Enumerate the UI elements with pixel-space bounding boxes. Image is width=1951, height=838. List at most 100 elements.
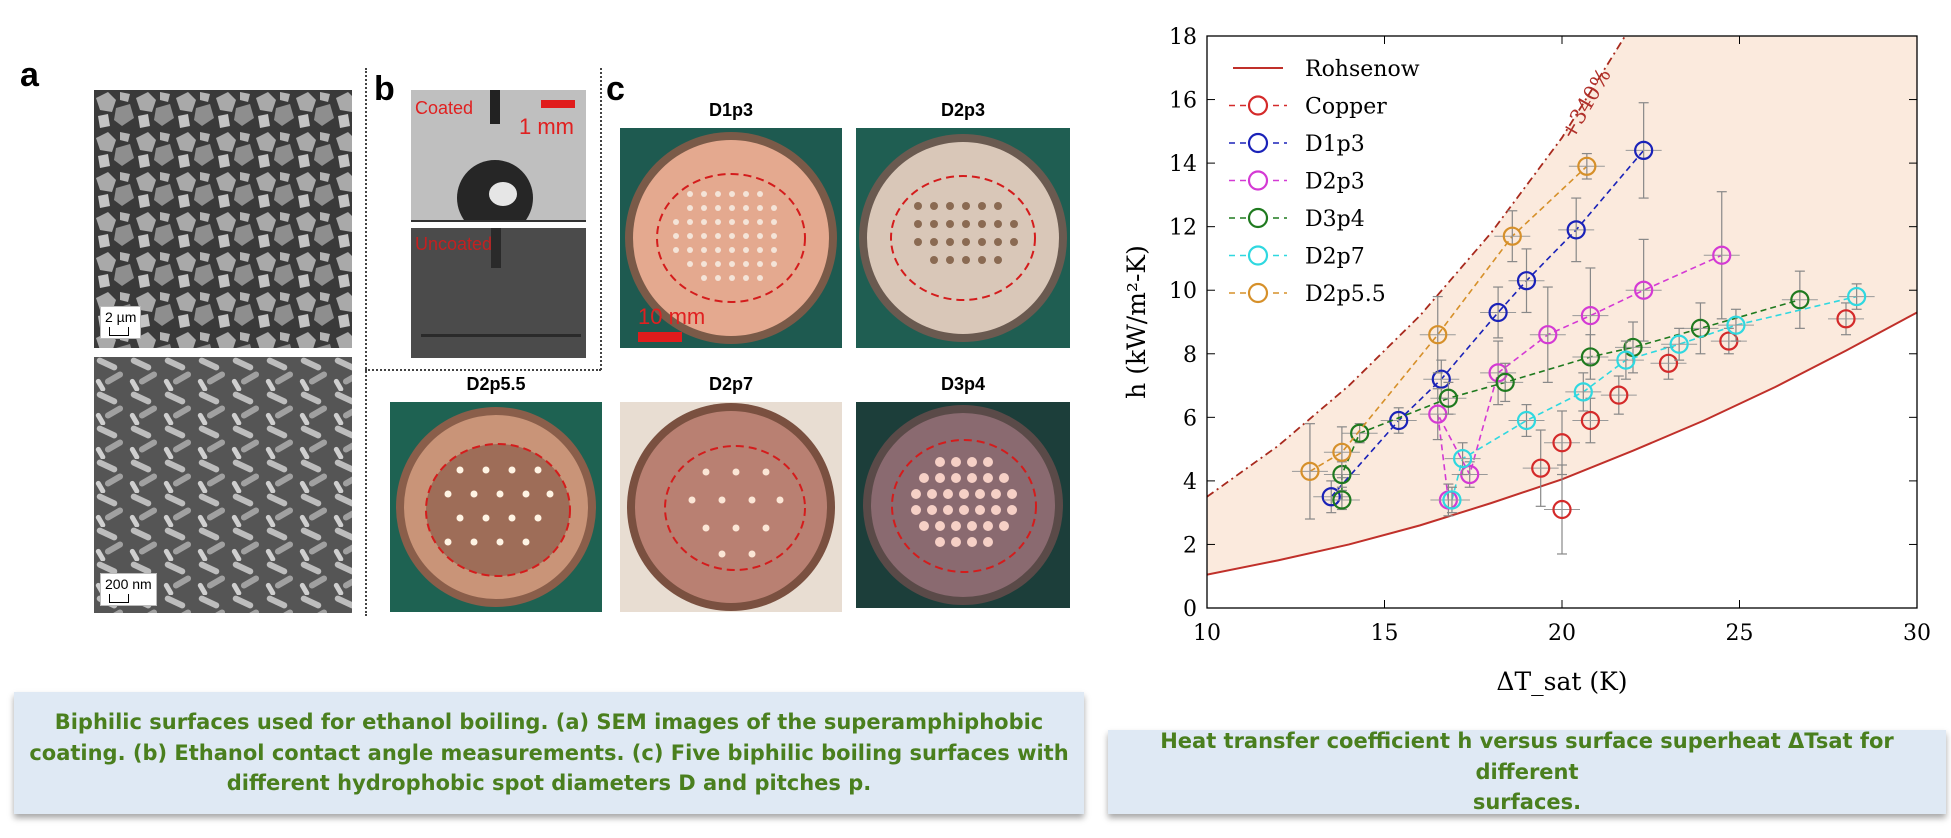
legend-swatch-marker [1247,132,1269,154]
series-copper [1522,302,1864,555]
panel-a-letter: a [20,56,39,94]
data-point [1321,487,1341,507]
surface-title-d3p4: D3p4 [940,374,985,394]
scale-label-10mm: 10 mm [638,304,706,329]
legend-label: Copper [1305,95,1387,120]
y-tick-label: 2 [1183,533,1197,558]
legend-swatch-marker [1247,207,1269,229]
legend-label: D2p3 [1305,170,1365,195]
legend-label: D3p4 [1305,207,1365,232]
y-tick-label: 12 [1169,216,1197,241]
y-tick-label: 8 [1183,343,1197,368]
sem-scale-label: 2 µm [105,309,137,325]
left-caption-line-3: different hydrophobic spot diameters D a… [226,771,872,796]
right-caption: Heat transfer coefficient h versus surfa… [1108,729,1946,814]
scale-label-1mm: 1 mm [519,114,574,139]
data-point [1350,423,1370,443]
data-point [1502,226,1522,246]
data-point [1495,372,1515,392]
legend-swatch-marker [1247,95,1269,116]
sem-image-nanoscale: 200 nm [94,357,352,613]
series-d2p5-5 [1291,152,1605,520]
data-point [1669,334,1689,354]
x-tick-label: 15 [1371,621,1399,646]
surface-title-d2p7: D2p7 [708,374,753,394]
data-point [1431,369,1451,389]
data-point [1438,388,1458,408]
data-point [1442,490,1462,510]
y-tick-label: 18 [1169,25,1197,50]
x-tick-label: 10 [1193,621,1221,646]
data-point [1538,325,1558,345]
legend-item-d3p4: D3p4 [1229,207,1365,232]
surface-photo-d1p3: 10 mm [620,128,842,348]
y-axis-label: h (kW/m²-K) [1125,245,1151,399]
separator-b-bottom [365,369,601,371]
legend-swatch-marker [1247,170,1269,191]
legend-swatch-marker [1247,282,1269,304]
data-point [1332,442,1352,462]
contact-angle-uncoated-image: Uncoated [411,228,586,358]
legend-label: Rohsenow [1305,57,1420,82]
data-point [1516,410,1537,431]
data-point [1616,350,1636,370]
data-point [1332,490,1352,510]
uncoated-label: Uncoated [415,234,493,254]
y-tick-label: 4 [1183,470,1197,495]
y-tick-label: 6 [1183,406,1197,431]
left-caption-line-1: Biphilic surfaces used for ethanol boili… [54,710,1044,735]
panel-c-letter: c [606,70,625,108]
data-point [1566,220,1586,240]
surface-photo-d3p4 [856,402,1070,608]
surface-photo-d2p5-5 [390,402,602,612]
data-point [1516,271,1537,291]
data-point [1300,461,1320,481]
separator-a-b [365,68,367,616]
series-d1p3 [1313,102,1662,514]
shaded-region [1207,36,1917,575]
data-point [1712,245,1732,265]
legend-item-d2p3: D2p3 [1229,170,1365,195]
legend-item-d2p7: D2p7 [1229,245,1365,270]
data-point [1552,499,1572,520]
panel-b-letter: b [374,70,395,108]
data-point [1577,156,1597,176]
surface-photo-d2p7 [620,402,842,612]
y-tick-label: 16 [1169,89,1197,114]
x-tick-label: 20 [1548,621,1576,646]
data-point [1580,410,1600,431]
legend-item-d2p5-5: D2p5.5 [1229,282,1386,307]
sem-image-microscale: 2 µm [94,90,352,348]
data-point [1609,385,1629,405]
surface-photo-d2p3 [856,128,1070,348]
separator-b-c [600,68,602,370]
sem-scalebar-2um: 2 µm [100,306,142,339]
series-line [1451,295,1857,501]
data-point [1847,286,1867,307]
series-line [1436,254,1723,501]
data-point [1836,309,1856,329]
data-point [1488,302,1508,323]
legend-swatch-marker [1247,245,1269,266]
data-point [1726,315,1746,335]
legend-item-rohsenow: Rohsenow [1233,57,1420,82]
surface-title-d1p3: D1p3 [708,100,753,120]
data-point [1634,280,1654,300]
surface-title-d2p5-5: D2p5.5 [466,374,526,394]
contact-angle-coated-image: Coated 1 mm [411,90,586,222]
legend-item-d1p3: D1p3 [1229,132,1365,157]
data-point [1634,140,1654,160]
data-point [1531,458,1551,478]
scale-bar-1mm [541,100,575,108]
series-d3p4 [1323,270,1818,511]
sem-scale-label: 200 nm [105,576,152,592]
x-tick-label: 30 [1903,621,1931,646]
data-point [1428,325,1448,345]
y-tick-label: 10 [1169,279,1197,304]
y-tick-label: 0 [1183,597,1197,622]
data-point [1580,347,1600,367]
surface-title-d2p3: D2p3 [940,100,985,120]
left-caption-line-2: coating. (b) Ethanol contact angle measu… [29,740,1069,765]
legend-label: D2p7 [1305,245,1365,270]
